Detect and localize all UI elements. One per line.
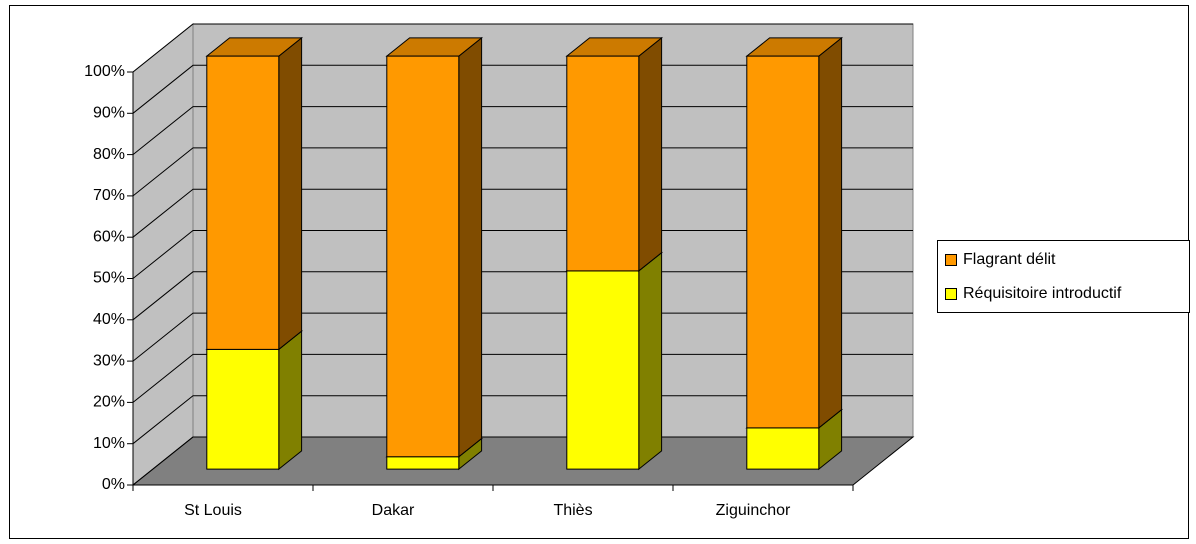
y-tick-label: 10% — [93, 435, 125, 452]
grid-line — [132, 64, 913, 114]
bar — [206, 55, 280, 350]
y-tick-label: 80% — [93, 146, 125, 163]
bar-side — [638, 251, 663, 471]
bar-side — [278, 330, 303, 471]
y-tick-label: 20% — [93, 394, 125, 411]
bar-side — [818, 36, 843, 429]
x-tick-label: Dakar — [372, 502, 415, 519]
y-tick-label: 30% — [93, 352, 125, 369]
legend-label: Réquisitoire introductif — [963, 285, 1122, 302]
grid-line — [132, 106, 913, 155]
grid-line — [132, 188, 913, 238]
y-tick-label: 0% — [102, 476, 125, 493]
grid-line — [132, 353, 913, 403]
x-tick-label: Ziguinchor — [716, 502, 791, 519]
bar — [566, 55, 640, 272]
y-tick-label: 70% — [93, 187, 125, 204]
bar-side — [638, 36, 663, 272]
bar — [386, 456, 460, 470]
grid-line — [132, 147, 913, 197]
grid-line — [132, 230, 913, 279]
y-tick-label: 90% — [93, 105, 125, 122]
legend-label: Flagrant délit — [963, 251, 1056, 268]
grid-line — [132, 395, 913, 445]
grid-line — [132, 436, 913, 486]
bar — [746, 427, 820, 470]
bar — [206, 348, 280, 470]
y-tick-label: 40% — [93, 311, 125, 328]
grid-line — [132, 23, 913, 73]
bar-side — [278, 36, 303, 351]
bar-side — [458, 36, 483, 458]
legend-swatch — [945, 288, 957, 300]
y-tick-label: 60% — [93, 228, 125, 245]
y-tick-label: 50% — [93, 270, 125, 287]
legend-swatch — [945, 254, 957, 266]
x-tick-label: St Louis — [184, 502, 242, 519]
y-tick-label: 100% — [84, 63, 125, 80]
grid-line — [132, 271, 913, 321]
bar — [746, 55, 820, 429]
legend-box — [937, 240, 1190, 313]
grid-line — [132, 312, 913, 362]
bar — [386, 55, 460, 458]
x-tick-label: Thiès — [553, 502, 592, 519]
bar — [566, 270, 640, 470]
